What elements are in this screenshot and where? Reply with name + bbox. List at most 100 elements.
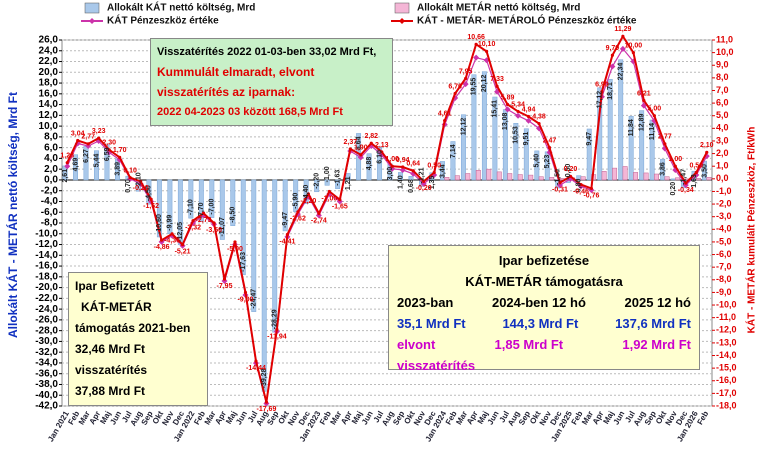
y-tick-label: -6,0 (41, 207, 59, 218)
bar-value-label: 18,71 (607, 82, 614, 100)
line-value-label: 7,33 (490, 76, 504, 83)
y2-tick-label: 7,0 (716, 85, 729, 95)
bar-value-label: 0,20 (670, 182, 677, 196)
point (191, 219, 195, 223)
line-value-label: -5,21 (175, 248, 191, 255)
bar (643, 172, 649, 181)
bar (706, 177, 712, 181)
bar (303, 179, 309, 204)
point (536, 125, 543, 132)
bar (293, 179, 299, 212)
bar (335, 179, 341, 189)
line-value-label: -1,20 (300, 198, 316, 205)
line-value-label: 9,79 (606, 45, 620, 52)
bar-value-label: -28,29 (272, 309, 279, 329)
y-tick-label: -8,0 (41, 218, 59, 229)
point (86, 142, 90, 146)
line-value-label: 4,61 (438, 110, 452, 117)
bar-value-label: 3,00 (387, 167, 394, 181)
bar (460, 114, 466, 181)
bar-value-label: 4,69 (72, 158, 79, 172)
point (357, 154, 364, 161)
point (359, 153, 363, 157)
line-value-label: 4,38 (532, 113, 546, 120)
line-value-label: -0,20 (133, 185, 149, 192)
y2-tick-label: -1,0 (716, 186, 732, 196)
bar (496, 171, 502, 181)
bar (465, 173, 471, 181)
line-value-label: 0,20 (564, 166, 578, 173)
line-value-label: 2,10 (700, 142, 714, 149)
bar-value-label: -1,00 (324, 166, 331, 182)
point (233, 240, 237, 244)
line-value-label: -1,65 (332, 203, 348, 210)
line-value-label: -5,00 (227, 246, 243, 253)
note-line: Visszatérítés 2022 01-03-ben 33,02 Mrd F… (157, 46, 377, 58)
bar-value-label: -1,50 (555, 169, 562, 185)
y2-tick-label: -9,0 (716, 287, 732, 297)
point (285, 232, 290, 237)
y2-axis-title: KÁT - METÁR kumulált Pénzeszköz, Ft/kWh (745, 127, 758, 334)
bar (580, 176, 586, 181)
bar (486, 168, 492, 181)
point (516, 109, 520, 114)
point (222, 277, 227, 281)
point (464, 76, 468, 81)
point (390, 164, 394, 168)
bar (586, 128, 592, 181)
line (66, 34, 708, 403)
y-tick-label: 18,0 (39, 78, 59, 89)
point (621, 34, 625, 38)
legend-swatch (394, 2, 410, 14)
y2-tick-label: 1,0 (716, 161, 729, 171)
y-tick-label: -34,0 (35, 358, 58, 369)
bar (538, 176, 544, 181)
y-tick-label: 26,0 (39, 35, 59, 46)
bar (534, 150, 540, 181)
bar-value-label: 9,47 (586, 132, 593, 146)
bar-value-label: -9,99 (167, 215, 174, 231)
point (443, 119, 447, 123)
line-value-label: 0,50 (427, 162, 441, 169)
green-note: Visszatérítés 2022 01-03-ben 33,02 Mrd F… (150, 38, 393, 126)
column-header: 2023-ban (397, 295, 454, 310)
y-tick-label: 14,0 (39, 99, 59, 110)
x-tick-label: Feb (695, 409, 710, 426)
point (684, 181, 688, 185)
line-value-label: 0,94 (396, 157, 410, 164)
bar (633, 172, 639, 181)
y-tick-label: 12,0 (39, 110, 59, 121)
bar-value-label: 3,44 (439, 164, 446, 178)
y-tick-label: 0,0 (44, 175, 58, 186)
bar-value-label: 0,68 (408, 179, 415, 193)
y2-tick-label: -3,0 (716, 211, 732, 221)
bar (366, 153, 372, 181)
point (275, 327, 279, 332)
point (462, 81, 469, 88)
point (139, 179, 143, 183)
y2-tick-label: 10,0 (716, 47, 734, 57)
bar-value-label: -0,50 (565, 164, 572, 180)
line-value-label: -17,69 (257, 406, 277, 413)
bar (314, 179, 320, 193)
line-value-label: 7,95 (459, 68, 473, 75)
line-value-label: -0,46 (573, 188, 589, 195)
bar-value-label: 3,89 (114, 162, 121, 176)
bar-value-label: -2,20 (313, 173, 320, 189)
line-value-label: -9,00 (237, 296, 253, 303)
y2-tick-label: -7,0 (716, 262, 732, 272)
line-value-label: 3,23 (92, 128, 106, 135)
point (159, 238, 164, 242)
bar (282, 179, 288, 232)
legend-label: Allokált KÁT nettó költség, Mrd (107, 1, 255, 14)
bar-value-label: 1,21 (345, 176, 352, 190)
line-value-label: -2,73 (196, 217, 212, 224)
point (631, 51, 635, 55)
bar (670, 178, 676, 181)
point (504, 106, 511, 113)
point (107, 148, 111, 152)
bar-value-label: -9,47 (282, 212, 289, 228)
bar-value-label: 17,12 (597, 91, 604, 109)
bar-value-label: 12,12 (460, 118, 467, 136)
point (212, 221, 216, 225)
